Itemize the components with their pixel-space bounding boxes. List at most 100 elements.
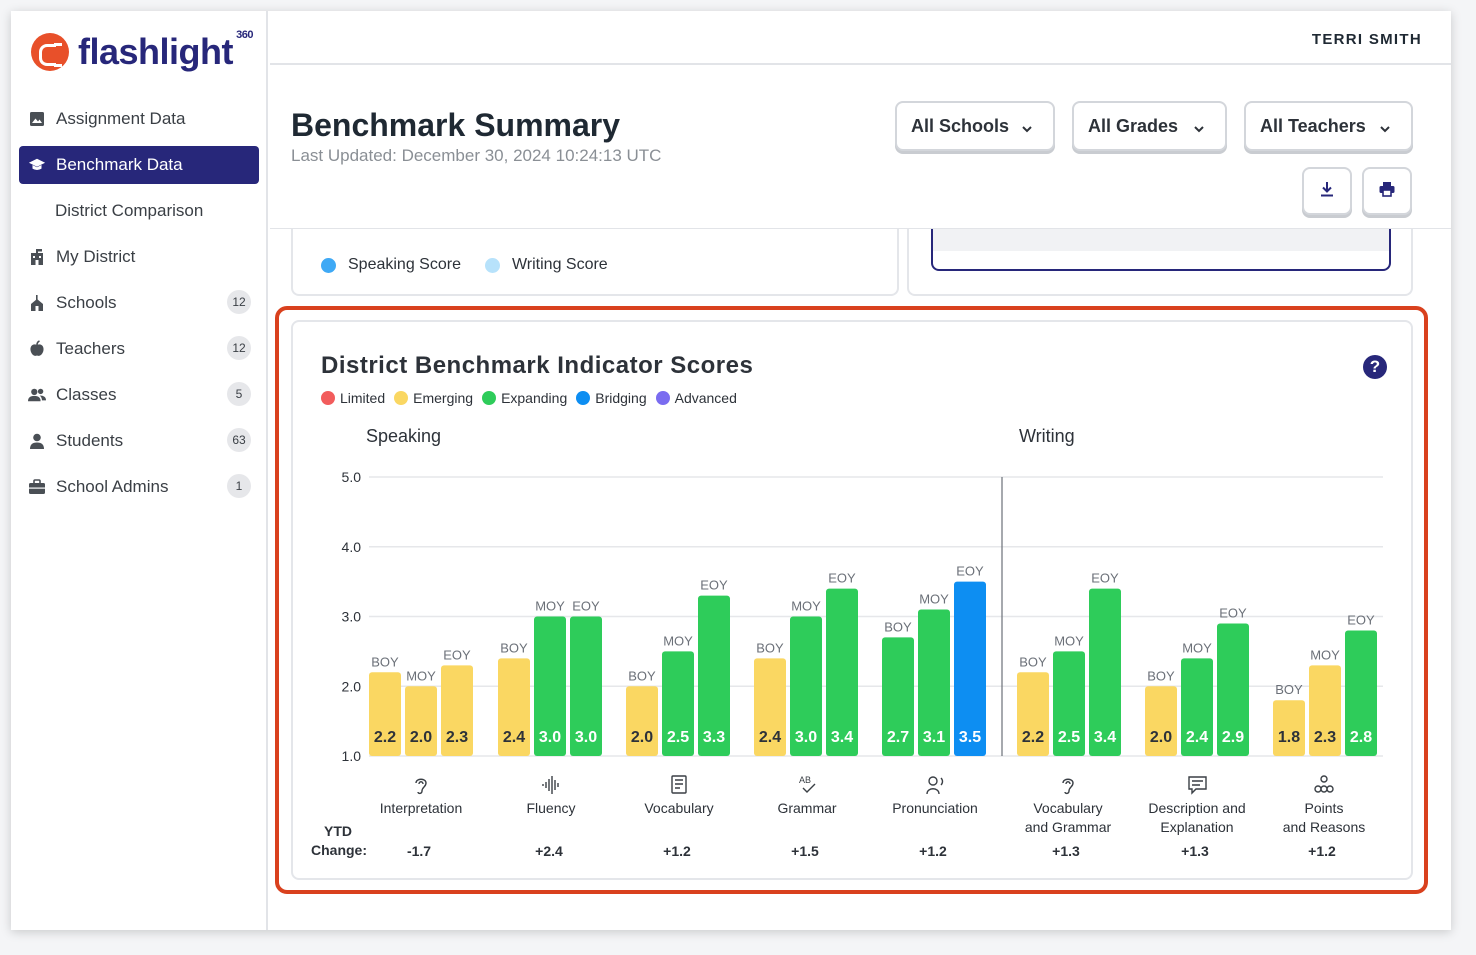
bar-period-label: EOY [1091,571,1119,586]
legend-item-limited: Limited [321,390,385,406]
app-window: flashlight 360 Assignment Data Benchmark… [11,11,1451,930]
bar-value-label: 2.3 [446,729,468,746]
book-icon [671,775,687,794]
emerging-swatch [394,391,409,405]
bar [790,616,822,756]
ytd-change-label: YTD Change: [311,823,367,858]
sidebar-nav: Assignment Data Benchmark Data District … [19,100,259,514]
bar-period-label: BOY [884,619,912,634]
category-label: Explanation [1160,819,1233,835]
sidebar-item-teachers[interactable]: Teachers 12 [19,330,259,368]
teachers-filter-dropdown[interactable]: All Teachers [1244,101,1413,151]
soundwave-icon [542,776,559,794]
bar [754,658,786,756]
count-badge: 5 [227,382,251,406]
section-label-writing: Writing [1019,426,1075,446]
ytd-change-value: +1.2 [663,843,691,859]
user-menu[interactable]: TERRI SMITH [1311,31,1422,48]
bar-period-label: MOY [1182,640,1212,655]
bar-period-label: MOY [1054,633,1084,648]
bar [441,665,473,756]
sidebar-item-district-comparison[interactable]: District Comparison [19,192,259,230]
brand-name: flashlight 360 [78,29,253,72]
bar-period-label: BOY [500,640,528,655]
category-label: and Reasons [1283,819,1366,835]
filter-label: All Grades [1088,115,1179,136]
bar-period-label: BOY [628,668,656,683]
bar [369,672,401,756]
sidebar-item-assignment-data[interactable]: Assignment Data [19,100,259,138]
bar-value-label: 3.4 [831,729,853,746]
summary-box [931,229,1391,271]
sidebar-item-label: Schools [56,293,117,312]
schools-filter-dropdown[interactable]: All Schools [895,101,1055,151]
bar-period-label: BOY [1019,654,1047,669]
bar-value-label: 3.0 [795,729,817,746]
sidebar-item-my-district[interactable]: My District [19,238,259,276]
level-legend: Limited Emerging Expanding Bridging Adva… [321,390,746,406]
count-badge: 12 [227,290,251,314]
bar [1309,665,1341,756]
bar [826,588,858,756]
bar [1273,700,1305,756]
y-tick-label: 2.0 [342,678,362,694]
advanced-swatch [655,391,670,405]
score-trend-card: Speaking Score Writing Score [291,229,899,296]
summary-box-row [933,229,1389,251]
bar-value-label: 3.3 [703,729,725,746]
sidebar-item-classes[interactable]: Classes 5 [19,376,259,414]
count-badge: 63 [227,428,251,452]
sidebar-item-label: Assignment Data [56,109,186,128]
category-label: Vocabulary [1033,800,1102,816]
bar-value-label: 2.4 [1186,729,1208,746]
grades-filter-dropdown[interactable]: All Grades [1072,101,1227,151]
bar-value-label: 2.4 [759,729,781,746]
svg-text:AB: AB [799,775,811,785]
logo[interactable]: flashlight 360 [31,29,253,73]
header-divider [270,228,1451,229]
bar-period-label: BOY [1147,668,1175,683]
print-icon [1378,180,1396,203]
score-legend: Speaking Score Writing Score [321,256,608,274]
network-icon [1314,775,1334,793]
bar [1345,630,1377,756]
bar [662,651,694,756]
bar-period-label: MOY [791,599,821,614]
comment-lines-icon [1188,776,1207,795]
count-badge: 12 [227,336,251,360]
sidebar-item-schools[interactable]: Schools 12 [19,284,259,322]
bar [1017,672,1049,756]
graduation-cap-icon [28,156,46,174]
flashlight-logo-icon [31,33,69,71]
legend-item-advanced: Advanced [655,390,737,406]
ear-icon [1062,778,1074,795]
expanding-swatch [482,391,497,405]
legend-label: Writing Score [511,256,608,273]
legend-label: Emerging [413,390,474,406]
print-button[interactable] [1362,167,1412,215]
legend-label: Bridging [595,390,647,406]
category-label: Grammar [777,800,836,816]
sidebar-item-students[interactable]: Students 63 [19,422,259,460]
bar-value-label: 2.9 [1222,729,1244,746]
legend-item-bridging: Bridging [576,390,647,406]
bar-period-label: EOY [572,599,600,614]
sidebar-item-label: School Admins [56,477,169,496]
ytd-change-value: -1.7 [407,843,431,859]
bar-period-label: MOY [919,592,949,607]
ytd-change-value: +2.4 [535,843,563,859]
bar-value-label: 2.4 [503,729,525,746]
bar-value-label: 3.0 [575,729,597,746]
download-button[interactable] [1302,167,1352,215]
legend-item-emerging: Emerging [394,390,473,406]
bar-value-label: 3.0 [539,729,561,746]
bar [498,658,530,756]
sidebar: flashlight 360 Assignment Data Benchmark… [11,11,268,930]
sidebar-item-school-admins[interactable]: School Admins 1 [19,468,259,506]
bar-value-label: 2.5 [667,729,689,746]
bar [405,686,437,756]
top-bar: TERRI SMITH [270,11,1451,65]
bar [882,637,914,756]
help-icon[interactable]: ? [1363,355,1387,379]
sidebar-item-benchmark-data[interactable]: Benchmark Data [19,146,259,184]
